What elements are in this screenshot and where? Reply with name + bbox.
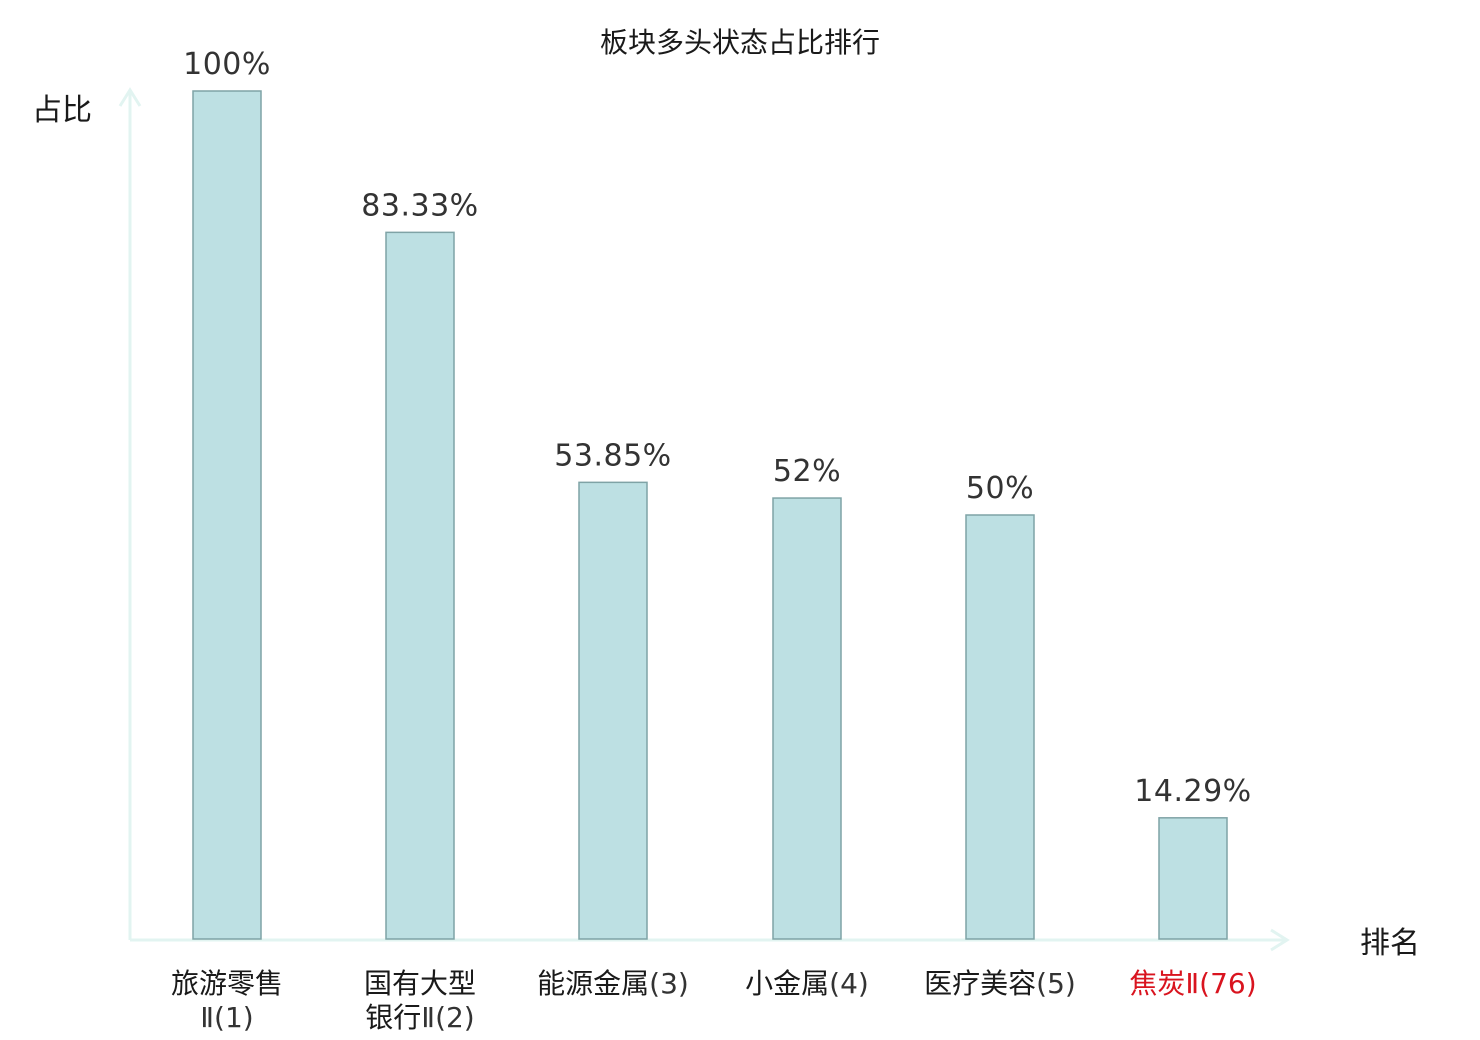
x-tick-label-1-line-2: Ⅱ(1) [200, 1001, 253, 1034]
value-label-6: 14.29% [1134, 774, 1251, 809]
x-tick-rank: (5) [1036, 967, 1076, 1000]
x-axis [130, 928, 1290, 952]
chart-title: 板块多头状态占比排行 [600, 26, 880, 59]
y-axis-arrowhead [118, 87, 142, 107]
bar-3 [578, 481, 648, 940]
x-tick-label-2-line-1: 国有大型 [364, 967, 476, 1000]
x-tick-rank: Ⅱ(2) [421, 1001, 474, 1034]
x-tick-name: 银行 [365, 1001, 421, 1034]
bar-5 [965, 514, 1035, 940]
x-tick-name: 国有大型 [364, 967, 476, 1000]
x-tick-name: 医疗美容 [924, 967, 1036, 1000]
x-tick-name: 旅游零售 [171, 967, 283, 1000]
x-tick-name: 能源金属 [537, 967, 649, 1000]
value-label-2: 83.33% [361, 188, 478, 223]
value-label-5: 50% [966, 471, 1034, 506]
x-tick-label-2-line-2: 银行Ⅱ(2) [365, 1001, 474, 1034]
value-labels-group: 100% 83.33% 53.85% 52% 50% 14.29% [183, 47, 1251, 809]
x-tick-label-6-line-1: 焦炭Ⅱ(76) [1129, 967, 1256, 1000]
x-tick-label-3-line-1: 能源金属(3) [537, 967, 689, 1000]
x-axis-arrowhead [1270, 928, 1290, 952]
x-tick-rank: Ⅱ(1) [200, 1001, 253, 1034]
bar-4 [772, 497, 842, 940]
bars-group [192, 90, 1228, 940]
y-axis [118, 87, 142, 940]
bar-2 [385, 231, 455, 940]
bar-6 [1158, 817, 1228, 940]
bar-1 [192, 90, 262, 940]
value-label-1: 100% [183, 47, 271, 82]
value-label-3: 53.85% [554, 438, 671, 473]
x-axis-label: 排名 [1360, 926, 1420, 961]
x-tick-label-5-line-1: 医疗美容(5) [924, 967, 1076, 1000]
x-tick-label-4-line-1: 小金属(4) [745, 967, 869, 1000]
x-tick-name: 小金属 [745, 967, 829, 1000]
x-tick-rank: (4) [829, 967, 869, 1000]
y-axis-label: 占比 [32, 93, 92, 128]
x-tick-rank: (3) [649, 967, 689, 1000]
x-tick-rank: Ⅱ(76) [1185, 967, 1256, 1000]
value-label-4: 52% [773, 454, 841, 489]
x-tick-label-1-line-1: 旅游零售 [171, 967, 283, 1000]
x-tick-name: 焦炭 [1129, 967, 1185, 1000]
